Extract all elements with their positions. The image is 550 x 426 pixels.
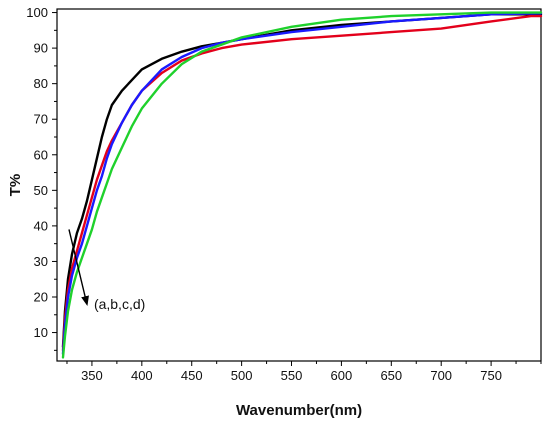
series-line-0 (61, 13, 543, 348)
plot-frame (56, 8, 542, 362)
y-tick-label: 50 (34, 183, 48, 198)
x-tick-label: 450 (181, 368, 203, 383)
x-tick-label: 650 (380, 368, 402, 383)
y-tick-label: 60 (34, 147, 48, 162)
series-line-3 (61, 11, 543, 359)
x-tick-label: 400 (131, 368, 153, 383)
annotation-arrow (68, 229, 89, 307)
y-tick-label: 20 (34, 290, 48, 305)
x-tick-label: 500 (231, 368, 253, 383)
y-tick-label: 40 (34, 218, 48, 233)
y-tick-label: 90 (34, 41, 48, 56)
y-tick-label: 10 (34, 325, 48, 340)
series-group (61, 11, 543, 359)
y-tick-label: 100 (26, 5, 48, 20)
x-tick-label: 750 (480, 368, 502, 383)
axis-ticks: 350 400 450 500 550 600 650 700 750 10 20 30 40 50 60 7… (26, 5, 542, 383)
annotation-group: (a,b,c,d) (68, 229, 145, 312)
x-tick-label: 600 (331, 368, 353, 383)
x-tick-label: 350 (81, 368, 103, 383)
y-tick-label: 70 (34, 112, 48, 127)
x-tick-label: 550 (281, 368, 303, 383)
x-axis-title: Wavenumber(nm) (236, 402, 362, 419)
y-tick-label: 80 (34, 76, 48, 91)
annotation-label: (a,b,c,d) (94, 296, 145, 312)
y-axis-title: T% (7, 174, 24, 197)
series-line-2 (61, 12, 543, 356)
y-tick-label: 30 (34, 254, 48, 269)
x-tick-label: 700 (430, 368, 452, 383)
